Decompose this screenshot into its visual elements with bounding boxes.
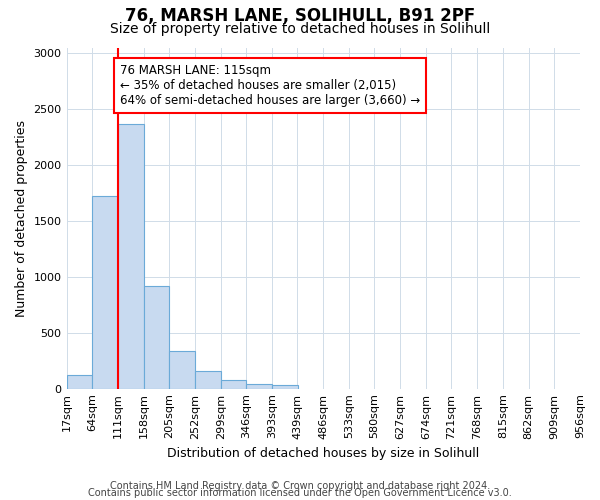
Bar: [67, 376, 92, 388]
Bar: [169, 350, 195, 389]
Text: Size of property relative to detached houses in Solihull: Size of property relative to detached ho…: [110, 22, 490, 36]
Text: Contains public sector information licensed under the Open Government Licence v3: Contains public sector information licen…: [88, 488, 512, 498]
Text: 76 MARSH LANE: 115sqm
← 35% of detached houses are smaller (2,015)
64% of semi-d: 76 MARSH LANE: 115sqm ← 35% of detached …: [120, 64, 421, 108]
Bar: [118, 124, 143, 388]
Text: Contains HM Land Registry data © Crown copyright and database right 2024.: Contains HM Land Registry data © Crown c…: [110, 481, 490, 491]
Y-axis label: Number of detached properties: Number of detached properties: [15, 120, 28, 316]
Bar: [195, 372, 221, 388]
Bar: [272, 386, 298, 388]
Bar: [247, 384, 272, 388]
Bar: [92, 196, 118, 388]
Text: 76, MARSH LANE, SOLIHULL, B91 2PF: 76, MARSH LANE, SOLIHULL, B91 2PF: [125, 8, 475, 26]
Bar: [221, 380, 247, 388]
Bar: [143, 286, 169, 388]
X-axis label: Distribution of detached houses by size in Solihull: Distribution of detached houses by size …: [167, 447, 479, 460]
